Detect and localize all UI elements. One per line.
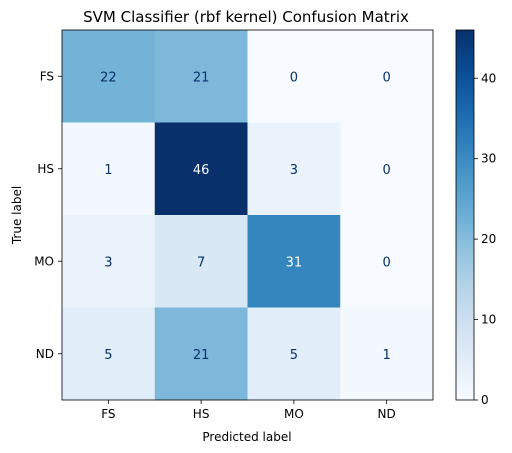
cell-value-label: 0 — [290, 70, 298, 85]
x-tick-label: FS — [101, 407, 115, 421]
cell-value-label: 3 — [104, 255, 112, 270]
cell-value-label: 7 — [197, 255, 205, 270]
colorbar-ticks: 0 10 20 30 40 — [474, 71, 496, 407]
matrix-cell — [62, 30, 156, 123]
cell-value-label: 22 — [100, 70, 117, 85]
cell-value-label: 3 — [290, 163, 298, 178]
matrix-cell — [154, 30, 248, 123]
colorbar-tick-label: 10 — [481, 313, 496, 327]
cell-value-label: 21 — [193, 348, 210, 363]
cell-value-label: 1 — [104, 163, 112, 178]
y-tick-label: ND — [36, 347, 54, 361]
cell-value-label: 0 — [382, 70, 390, 85]
colorbar-tick-label: 40 — [481, 71, 496, 85]
colorbar-tick-label: 30 — [481, 152, 496, 166]
matrix-cell — [247, 122, 341, 216]
cell-value-label: 0 — [382, 255, 390, 270]
cell-value-label: 46 — [193, 163, 210, 178]
cell-value-label: 0 — [382, 163, 390, 178]
cell-value-label: 1 — [382, 348, 390, 363]
x-tick-label: MO — [284, 407, 304, 421]
x-axis-ticks: FS HS MO ND — [101, 400, 396, 421]
matrix-cell — [154, 122, 248, 216]
y-tick-label: FS — [40, 69, 54, 83]
matrix-cell — [340, 215, 434, 308]
matrix-cell — [62, 122, 156, 216]
y-tick-label: MO — [34, 254, 54, 268]
x-tick-label: ND — [378, 407, 396, 421]
matrix-cell — [154, 307, 248, 401]
x-tick-label: HS — [193, 407, 210, 421]
y-axis-label: True label — [10, 186, 24, 245]
x-axis-label: Predicted label — [202, 430, 291, 444]
cell-value-label: 5 — [104, 348, 112, 363]
matrix-cell — [340, 307, 434, 401]
y-axis-ticks: FS HS MO ND — [34, 69, 62, 361]
chart-title: SVM Classifier (rbf kernel) Confusion Ma… — [83, 8, 409, 26]
matrix-cells — [62, 30, 434, 401]
colorbar — [455, 29, 475, 401]
matrix-cell — [340, 30, 434, 123]
plot-frame — [61, 29, 434, 401]
colorbar-tick-label: 0 — [481, 393, 489, 407]
colorbar-tick-label: 20 — [481, 232, 496, 246]
cell-value-label: 31 — [286, 255, 303, 270]
matrix-cell — [247, 307, 341, 401]
matrix-cell — [247, 215, 341, 308]
cell-value-label: 21 — [193, 70, 210, 85]
matrix-cell — [154, 215, 248, 308]
matrix-cell — [62, 215, 156, 308]
cell-value-label: 5 — [290, 348, 298, 363]
y-tick-label: HS — [37, 162, 54, 176]
matrix-cell — [62, 307, 156, 401]
matrix-cell-labels: 22 21 0 0 1 46 3 0 3 7 31 0 5 21 5 1 — [100, 70, 391, 363]
matrix-cell — [340, 122, 434, 216]
matrix-cell — [247, 30, 341, 123]
